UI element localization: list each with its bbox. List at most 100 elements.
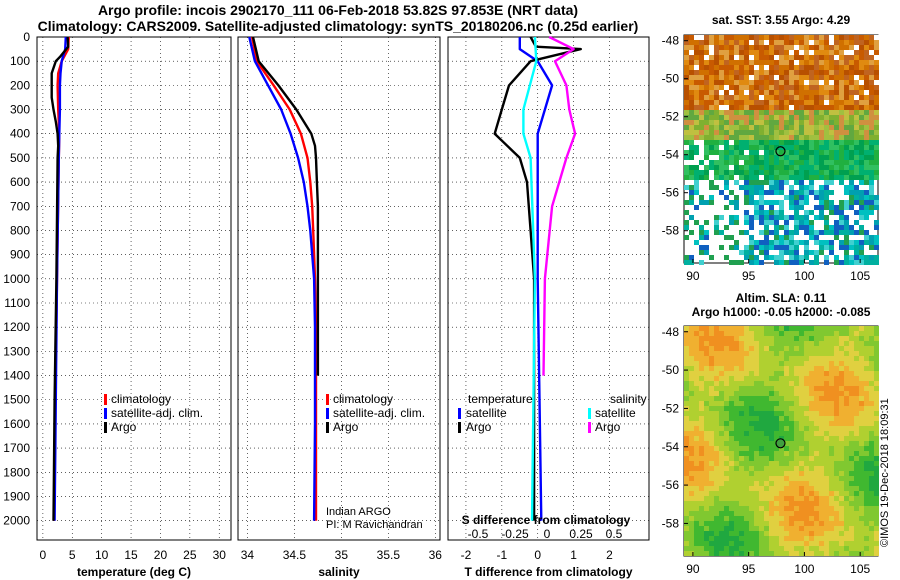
sst-map-cell — [709, 255, 714, 260]
sst-map-cell — [704, 165, 709, 170]
sst-map-cell — [759, 175, 764, 180]
sla-map-cell — [704, 436, 709, 441]
sla-map-subtitle: Argo h1000: -0.05 h2000: -0.085 — [692, 305, 871, 319]
sla-map-cell — [764, 456, 769, 461]
sla-map-cell — [714, 551, 719, 556]
sla-map-cell — [804, 356, 809, 361]
sst-map-cell — [724, 175, 729, 180]
sla-map-cell — [719, 336, 724, 341]
sst-map-cell — [859, 155, 864, 160]
sla-map-cell — [804, 521, 809, 526]
sla-map-cell — [849, 366, 854, 371]
sla-map-cell — [864, 426, 869, 431]
sst-map-cell — [829, 180, 834, 185]
tdiff-legend-swatch — [458, 422, 461, 433]
sla-map-cell — [854, 331, 859, 336]
sst-map-cell — [789, 100, 794, 105]
sla-map-cell — [709, 546, 714, 551]
sla-map-cell — [809, 406, 814, 411]
sla-map-cell — [694, 361, 699, 366]
sst-map-cell — [864, 150, 869, 155]
sla-map-cell — [784, 336, 789, 341]
sla-map-cell — [834, 416, 839, 421]
sst-map-cell — [854, 110, 859, 115]
sst-map-cell — [719, 130, 724, 135]
sst-map-cell — [689, 140, 694, 145]
sst-map-cell — [779, 130, 784, 135]
sla-map-cell — [759, 421, 764, 426]
salinity-xtick-label: 35.5 — [377, 548, 401, 562]
sst-map-cell — [689, 45, 694, 50]
tdiff-legend-group-temperature: temperature — [468, 392, 533, 406]
sla-map-cell — [734, 406, 739, 411]
sla-map-cell — [744, 461, 749, 466]
sst-map-cell — [844, 240, 849, 245]
sla-map-cell — [824, 336, 829, 341]
sst-map-cell — [854, 240, 859, 245]
sst-map-cell — [794, 120, 799, 125]
sst-map-cell — [849, 150, 854, 155]
sla-map-cell — [814, 356, 819, 361]
sla-map-cell — [699, 431, 704, 436]
sst-map-cell — [869, 235, 874, 240]
sla-map-cell — [844, 391, 849, 396]
sla-map-cell — [789, 346, 794, 351]
sst-map-cell — [814, 170, 819, 175]
sla-map-cell — [719, 386, 724, 391]
sst-map-cell — [749, 225, 754, 230]
sla-map-cell — [689, 391, 694, 396]
sla-map-cell — [799, 536, 804, 541]
sla-map-cell — [814, 371, 819, 376]
sla-map-cell — [704, 396, 709, 401]
sst-map-cell — [719, 170, 724, 175]
sla-map-cell — [794, 466, 799, 471]
sst-map-cell — [689, 185, 694, 190]
sst-map-cell — [734, 115, 739, 120]
sla-map-cell — [854, 466, 859, 471]
sla-map-cell — [824, 396, 829, 401]
sst-map-cell — [754, 240, 759, 245]
sst-map-cell — [779, 100, 784, 105]
sst-map-cell — [759, 55, 764, 60]
sst-map-cell — [729, 70, 734, 75]
sst-map-cell — [809, 65, 814, 70]
sla-map-cell — [859, 361, 864, 366]
sla-map-cell — [744, 531, 749, 536]
sla-map-cell — [749, 376, 754, 381]
sst-map-cell — [804, 140, 809, 145]
sla-map-cell — [844, 401, 849, 406]
sst-map-cell — [699, 95, 704, 100]
sla-map-cell — [799, 551, 804, 556]
sst-map-cell — [799, 35, 804, 40]
sla-map-cell — [869, 436, 874, 441]
sla-map-cell — [779, 331, 784, 336]
sla-map-cell — [764, 386, 769, 391]
sla-map-cell — [729, 541, 734, 546]
sla-map-cell — [869, 496, 874, 501]
sla-map-cell — [754, 346, 759, 351]
sla-map-cell — [849, 426, 854, 431]
sst-map-cell — [784, 225, 789, 230]
sla-map-cell — [684, 396, 689, 401]
sla-map-cell — [774, 486, 779, 491]
sst-map-cell — [859, 90, 864, 95]
sst-map-cell — [799, 55, 804, 60]
sst-map-cell — [849, 105, 854, 110]
sst-map-cell — [719, 95, 724, 100]
sla-map-cell — [864, 551, 869, 556]
sla-map-cell — [744, 451, 749, 456]
sst-map-cell — [779, 55, 784, 60]
sla-map-cell — [844, 386, 849, 391]
sst-map-cell — [869, 195, 874, 200]
sdiff-legend-swatch — [588, 422, 591, 433]
sla-map-cell — [739, 486, 744, 491]
sst-map-cell — [819, 40, 824, 45]
sla-map-cell — [769, 376, 774, 381]
sst-map-cell — [724, 100, 729, 105]
sla-map-cell — [694, 381, 699, 386]
sla-map-cell — [704, 521, 709, 526]
sla-map-cell — [814, 481, 819, 486]
sla-map-cell — [754, 401, 759, 406]
sla-map-cell — [814, 406, 819, 411]
sla-map-cell — [844, 546, 849, 551]
